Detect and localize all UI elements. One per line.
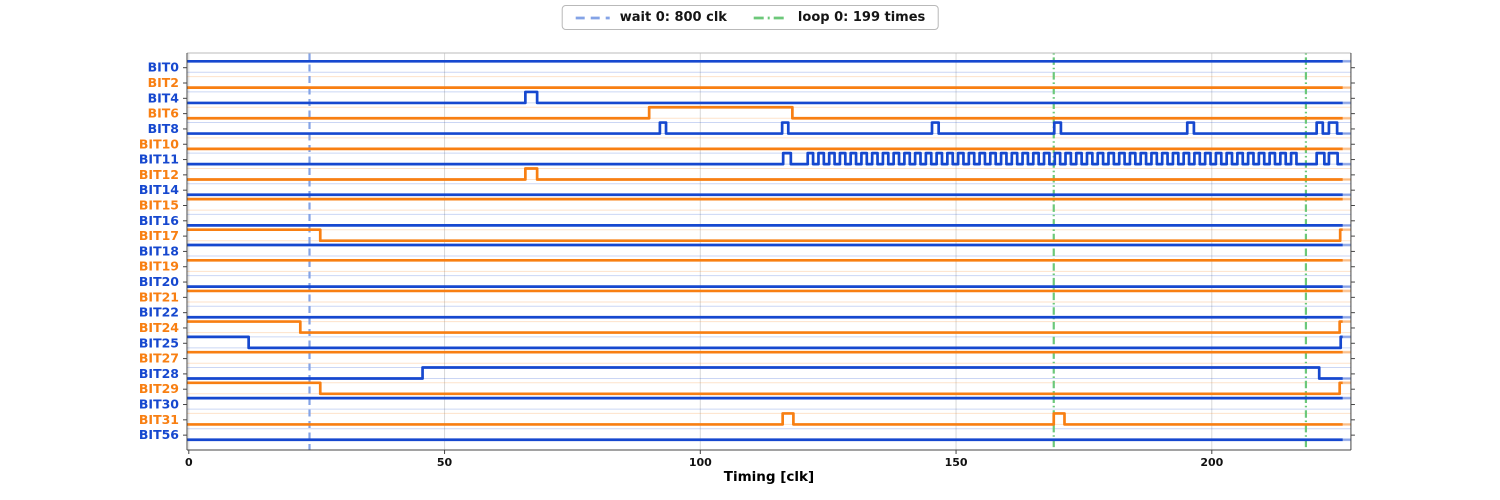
x-tick-label-50: 50 — [437, 456, 453, 469]
y-label-BIT21: BIT21 — [139, 289, 179, 304]
y-label-BIT28: BIT28 — [139, 366, 179, 381]
legend: wait 0: 800 clk loop 0: 199 times — [561, 5, 939, 30]
signal-trace-BIT4 — [187, 90, 1343, 105]
x-tick-label-100: 100 — [689, 456, 712, 469]
loop-line-sample — [753, 16, 788, 19]
y-label-BIT0: BIT0 — [148, 60, 180, 75]
y-label-BIT22: BIT22 — [139, 305, 179, 320]
signal-trace-BIT31 — [187, 412, 1343, 426]
y-label-BIT25: BIT25 — [139, 335, 179, 350]
y-label-BIT10: BIT10 — [139, 136, 179, 151]
y-label-BIT2: BIT2 — [148, 75, 179, 90]
y-label-BIT15: BIT15 — [139, 197, 179, 212]
x-tick-label-150: 150 — [945, 456, 968, 469]
y-label-BIT6: BIT6 — [148, 106, 180, 121]
y-label-BIT30: BIT30 — [139, 397, 179, 412]
x-axis-title: Timing [clk] — [724, 469, 814, 485]
y-label-BIT31: BIT31 — [139, 412, 179, 427]
y-label-BIT18: BIT18 — [139, 243, 179, 258]
y-label-BIT4: BIT4 — [148, 90, 180, 105]
y-label-BIT19: BIT19 — [139, 259, 179, 274]
y-label-BIT16: BIT16 — [139, 213, 179, 228]
y-label-BIT8: BIT8 — [148, 121, 179, 136]
y-label-BIT24: BIT24 — [139, 320, 179, 335]
signal-trace-BIT12 — [187, 167, 1343, 181]
y-label-BIT56: BIT56 — [139, 427, 179, 442]
signal-trace-BIT6 — [187, 105, 1343, 120]
wait-line-sample — [575, 16, 610, 19]
legend-item-wait: wait 0: 800 clk — [575, 10, 727, 25]
y-label-BIT27: BIT27 — [139, 351, 179, 366]
legend-item-loop: loop 0: 199 times — [753, 10, 925, 25]
y-label-BIT14: BIT14 — [139, 182, 179, 197]
signal-trace-BIT17 — [187, 228, 1343, 243]
y-label-BIT11: BIT11 — [139, 152, 179, 167]
y-label-BIT29: BIT29 — [139, 381, 179, 396]
signal-trace-BIT29 — [187, 381, 1343, 396]
y-label-BIT12: BIT12 — [139, 167, 179, 182]
legend-label-wait: wait 0: 800 clk — [619, 10, 727, 25]
signal-trace-BIT25 — [187, 335, 1343, 350]
signal-trace-BIT8 — [187, 121, 1343, 135]
y-label-BIT20: BIT20 — [139, 274, 179, 289]
x-tick-label-0: 0 — [185, 456, 193, 469]
signal-trace-BIT28 — [187, 366, 1343, 380]
y-label-BIT17: BIT17 — [139, 228, 179, 243]
signal-trace-BIT11 — [187, 151, 1343, 166]
legend-label-loop: loop 0: 199 times — [797, 10, 926, 25]
signal-trace-BIT24 — [187, 320, 1343, 334]
x-tick-label-200: 200 — [1200, 456, 1223, 469]
